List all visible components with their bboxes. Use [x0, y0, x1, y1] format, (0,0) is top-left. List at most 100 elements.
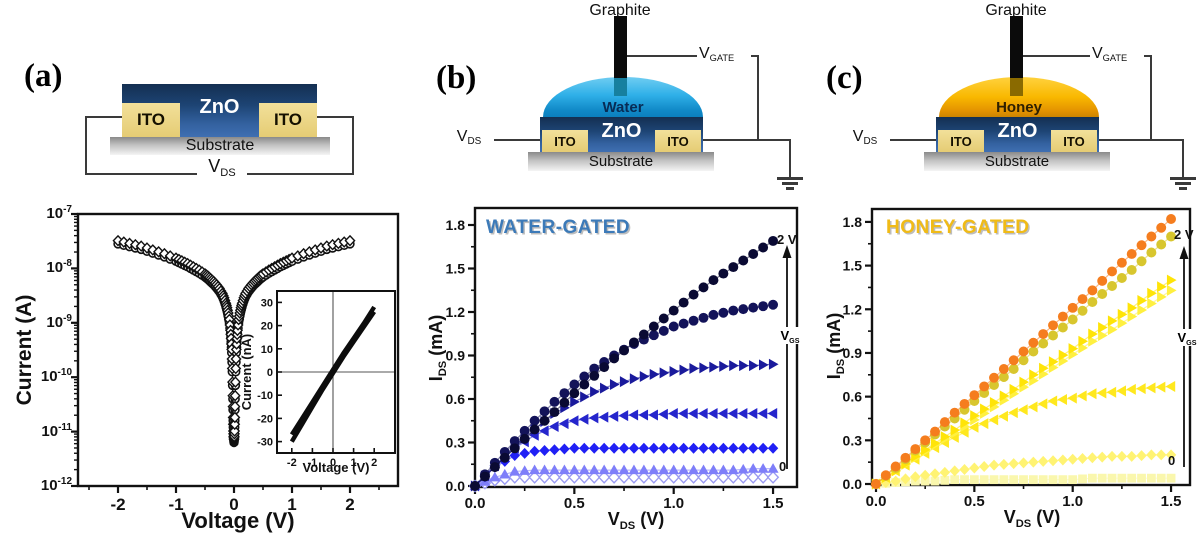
ground-icon-b [777, 177, 803, 180]
vds-label-a: VDS [190, 156, 254, 179]
svg-text:0.0: 0.0 [446, 478, 466, 494]
svg-text:0.5: 0.5 [564, 495, 585, 512]
svg-text:1.5: 1.5 [1161, 493, 1182, 510]
svg-text:1.2: 1.2 [446, 304, 466, 320]
substrate-b: Substrate [528, 152, 714, 171]
vds-sub-b: DS [467, 136, 482, 148]
wire-gate-c-2 [1144, 55, 1152, 57]
svg-text:0.6: 0.6 [446, 391, 466, 407]
ito-contact-right-b: ITO [655, 130, 701, 152]
graphite-rod-submerged-b [614, 78, 627, 96]
graphite-rod-c [1010, 16, 1023, 78]
water-label: Water [602, 99, 644, 116]
wire-ground-b [789, 139, 791, 177]
svg-text:1: 1 [287, 495, 296, 514]
svg-text:0: 0 [229, 495, 238, 514]
substrate-c: Substrate [924, 152, 1110, 171]
zno-label-c: ZnO [997, 120, 1038, 142]
log-y-tick-label: 10-11 [41, 421, 72, 440]
vds-base-a: V [208, 156, 221, 176]
zno-label-a: ZnO [199, 96, 240, 118]
honey-xlabel: VDS (V) [962, 507, 1102, 530]
svg-text:20: 20 [261, 321, 273, 333]
vds-label-b: VDS [446, 128, 492, 148]
log-y-tick-label: 10-10 [40, 367, 72, 386]
svg-text:1.2: 1.2 [843, 301, 863, 317]
vgate-sub-b: GATE [709, 53, 735, 64]
panel-a-label: (a) [24, 58, 63, 94]
wire-vds-c [890, 139, 938, 141]
honey-ylabel: IDS (mA) [824, 266, 852, 426]
wire-a-bottom-left [85, 173, 197, 175]
svg-text:0.9: 0.9 [446, 348, 466, 364]
iv-log-ylabel: Current (A) [13, 294, 36, 406]
honey-vgs-max-annotation: 2 V [1174, 227, 1194, 242]
svg-text:1.0: 1.0 [1062, 493, 1083, 510]
vds-label-c: VDS [842, 128, 888, 148]
log-y-tick-label: 10-9 [46, 312, 72, 331]
water-ylabel-base: I [426, 376, 446, 382]
log-y-tick-label: 10-8 [46, 258, 72, 277]
svg-text:2: 2 [345, 495, 354, 514]
water-xlabel-base: V [607, 509, 620, 529]
panel-b-label: (b) [436, 60, 477, 96]
honey-vgs-arrow-label: VGS [1170, 329, 1200, 347]
ground-icon-b-2 [782, 182, 798, 185]
wire-gate-c-1 [1023, 55, 1090, 57]
svg-text:0.3: 0.3 [843, 432, 863, 448]
water-vgs-max-annotation: 2 V [777, 232, 797, 247]
panel-c-label: (c) [826, 60, 863, 96]
wire-a-bottom-right [247, 173, 354, 175]
svg-text:10: 10 [261, 344, 273, 356]
ito-contact-left-c: ITO [938, 130, 984, 152]
svg-text:1: 1 [351, 457, 357, 469]
svg-text:1.5: 1.5 [446, 261, 466, 277]
svg-text:0.3: 0.3 [446, 435, 466, 451]
water-ylabel: IDS (mA) [426, 268, 454, 428]
svg-text:-2: -2 [287, 457, 297, 469]
ito-contact-left-b: ITO [542, 130, 588, 152]
water-vgs-base: V [780, 328, 790, 343]
substrate-a: Substrate [110, 137, 330, 155]
honey-output-chart: 0.0 0.5 1.0 1.5 0.0 0.3 0.6 0.9 1.2 1.5 1.8 [843, 207, 1192, 510]
water-vgs-sub: GS [789, 336, 800, 345]
vgate-label-c: VGATE [1092, 45, 1146, 63]
ito-contact-right-a: ITO [259, 103, 317, 137]
water-output-chart: 0.0 0.5 1.0 1.5 0.0 0.3 0.6 0.9 1.2 1.5 1.8 [446, 206, 799, 512]
svg-text:0: 0 [267, 367, 273, 379]
ito-contact-left-a: ITO [122, 103, 180, 137]
svg-text:1.8: 1.8 [843, 214, 863, 230]
ground-icon-c-3 [1179, 187, 1187, 190]
graphite-label-b: Graphite [589, 2, 651, 19]
wire-ground-c [1182, 139, 1184, 177]
wire-vds-b [494, 139, 542, 141]
honey-xlabel-unit: (V) [1031, 507, 1061, 527]
honey-xlabel-base: V [1003, 507, 1016, 527]
graphite-rod-submerged-c [1010, 78, 1023, 96]
svg-text:0.5: 0.5 [964, 493, 985, 510]
svg-text:-2: -2 [110, 495, 125, 514]
wire-gate-b-vertical [757, 55, 759, 141]
ground-icon-c [1170, 177, 1196, 180]
honey-xlabel-sub: DS [1015, 517, 1032, 530]
water-gated-title: WATER-GATED [486, 217, 631, 238]
vgate-base-b: V [699, 45, 710, 62]
ground-icon-c-2 [1175, 182, 1191, 185]
water-vgs-min-annotation: 0 [779, 459, 787, 474]
svg-text:2: 2 [371, 457, 377, 469]
wire-gate-b-1 [627, 55, 697, 57]
vds-base-c: V [852, 128, 864, 145]
svg-text:1.0: 1.0 [663, 495, 684, 512]
honey-ylabel-sub: DS [834, 358, 847, 375]
honey-gated-title: HONEY-GATED [886, 217, 1030, 238]
honey-vgs-min-annotation: 0 [1168, 453, 1176, 468]
honey-vgs-base: V [1177, 330, 1187, 345]
vds-sub-c: DS [863, 136, 878, 148]
water-xlabel-unit: (V) [635, 509, 665, 529]
wire-a-left [85, 116, 87, 175]
water-xlabel-sub: DS [619, 519, 636, 532]
inset-xlabel: Voltage (V) [302, 460, 370, 475]
